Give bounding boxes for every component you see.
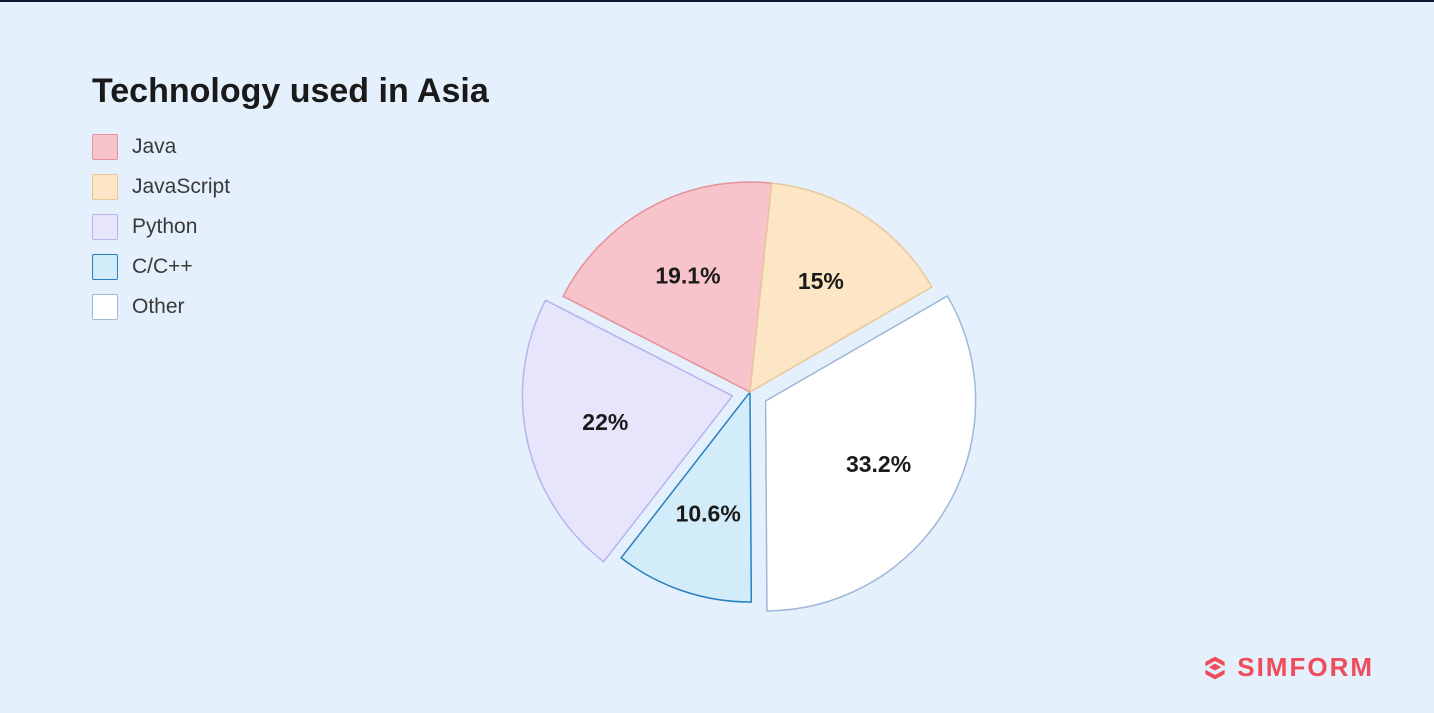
legend-swatch-other (92, 294, 118, 320)
legend-swatch-python (92, 214, 118, 240)
simform-icon (1201, 654, 1229, 682)
legend-item-python: Python (92, 214, 230, 240)
slice-label-js: 15% (798, 268, 844, 294)
legend-label-java: Java (132, 135, 176, 159)
legend-item-java: Java (92, 134, 230, 160)
chart-frame: Technology used in Asia Java JavaScript Py… (0, 0, 1434, 713)
chart-title: Technology used in Asia (92, 72, 489, 111)
slice-label-other: 33.2% (846, 451, 911, 477)
legend-label-python: Python (132, 215, 197, 239)
legend-label-other: Other (132, 295, 185, 319)
pie-chart: 33.2% 10.6% 22% 19.1% 15% (470, 132, 1030, 652)
legend-item-other: Other (92, 294, 230, 320)
slice-label-java: 19.1% (655, 263, 720, 289)
legend-swatch-java (92, 134, 118, 160)
legend-swatch-js (92, 174, 118, 200)
slice-label-ccpp: 10.6% (676, 500, 741, 526)
brand-logo: SIMFORM (1201, 652, 1374, 683)
legend: Java JavaScript Python C/C++ Other (92, 134, 230, 334)
slice-label-python: 22% (582, 409, 628, 435)
legend-label-js: JavaScript (132, 175, 230, 199)
brand-text: SIMFORM (1237, 652, 1374, 683)
legend-swatch-ccpp (92, 254, 118, 280)
legend-item-ccpp: C/C++ (92, 254, 230, 280)
legend-label-ccpp: C/C++ (132, 255, 193, 279)
legend-item-js: JavaScript (92, 174, 230, 200)
